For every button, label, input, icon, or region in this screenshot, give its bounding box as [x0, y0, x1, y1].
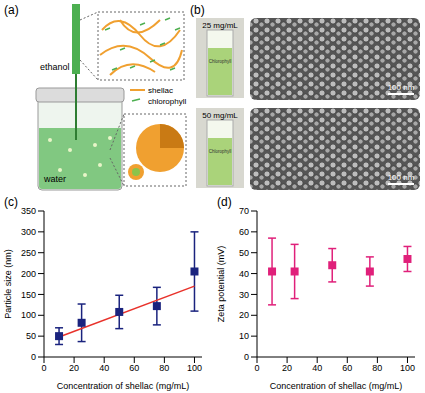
svg-text:250: 250 [21, 248, 36, 258]
svg-text:100: 100 [21, 310, 36, 320]
svg-text:chlorophyll: chlorophyll [148, 97, 186, 106]
svg-text:(b): (b) [190, 3, 205, 17]
svg-text:200: 200 [21, 269, 36, 279]
svg-text:water: water [43, 174, 66, 184]
svg-text:Chlorophyll: Chlorophyll [209, 149, 232, 154]
svg-text:80: 80 [159, 363, 169, 373]
svg-text:50: 50 [26, 331, 36, 341]
svg-text:shellac: shellac [148, 86, 173, 95]
svg-text:100: 100 [187, 363, 202, 373]
svg-text:100: 100 [400, 363, 415, 373]
html-text:(d): (d) [217, 195, 232, 209]
svg-text:0: 0 [41, 363, 46, 373]
svg-text:(a): (a) [4, 3, 19, 17]
svg-text:Concentration of shellac (mg/m: Concentration of shellac (mg/mL) [270, 381, 403, 391]
svg-text:30: 30 [239, 290, 249, 300]
svg-text:0: 0 [254, 363, 259, 373]
svg-text:70: 70 [239, 206, 249, 216]
svg-text:300: 300 [21, 227, 36, 237]
svg-text:80: 80 [372, 363, 382, 373]
svg-text:50: 50 [239, 248, 249, 258]
svg-text:0: 0 [244, 352, 249, 362]
svg-text:150: 150 [21, 290, 36, 300]
svg-text:50 mg/mL: 50 mg/mL [202, 111, 238, 120]
svg-text:Particle size (nm): Particle size (nm) [3, 249, 13, 319]
svg-text:40: 40 [99, 363, 109, 373]
svg-text:20: 20 [239, 310, 249, 320]
svg-text:40: 40 [312, 363, 322, 373]
svg-text:40: 40 [239, 269, 249, 279]
svg-text:60: 60 [342, 363, 352, 373]
svg-text:0: 0 [31, 352, 36, 362]
svg-text:25 mg/mL: 25 mg/mL [202, 21, 238, 30]
svg-text:60: 60 [239, 227, 249, 237]
svg-text:Chlorophyll: Chlorophyll [209, 59, 232, 64]
svg-text:Concentration of shellac (mg/m: Concentration of shellac (mg/mL) [57, 381, 190, 391]
svg-text:20: 20 [282, 363, 292, 373]
html-text:(c): (c) [4, 195, 18, 209]
svg-text:60: 60 [129, 363, 139, 373]
svg-text:10: 10 [239, 331, 249, 341]
svg-text:ethanol: ethanol [40, 62, 70, 72]
svg-text:Zeta potential (mV): Zeta potential (mV) [216, 246, 226, 323]
svg-text:100 nm: 100 nm [388, 173, 415, 182]
svg-text:20: 20 [69, 363, 79, 373]
svg-text:100 nm: 100 nm [388, 83, 415, 92]
svg-text:350: 350 [21, 206, 36, 216]
